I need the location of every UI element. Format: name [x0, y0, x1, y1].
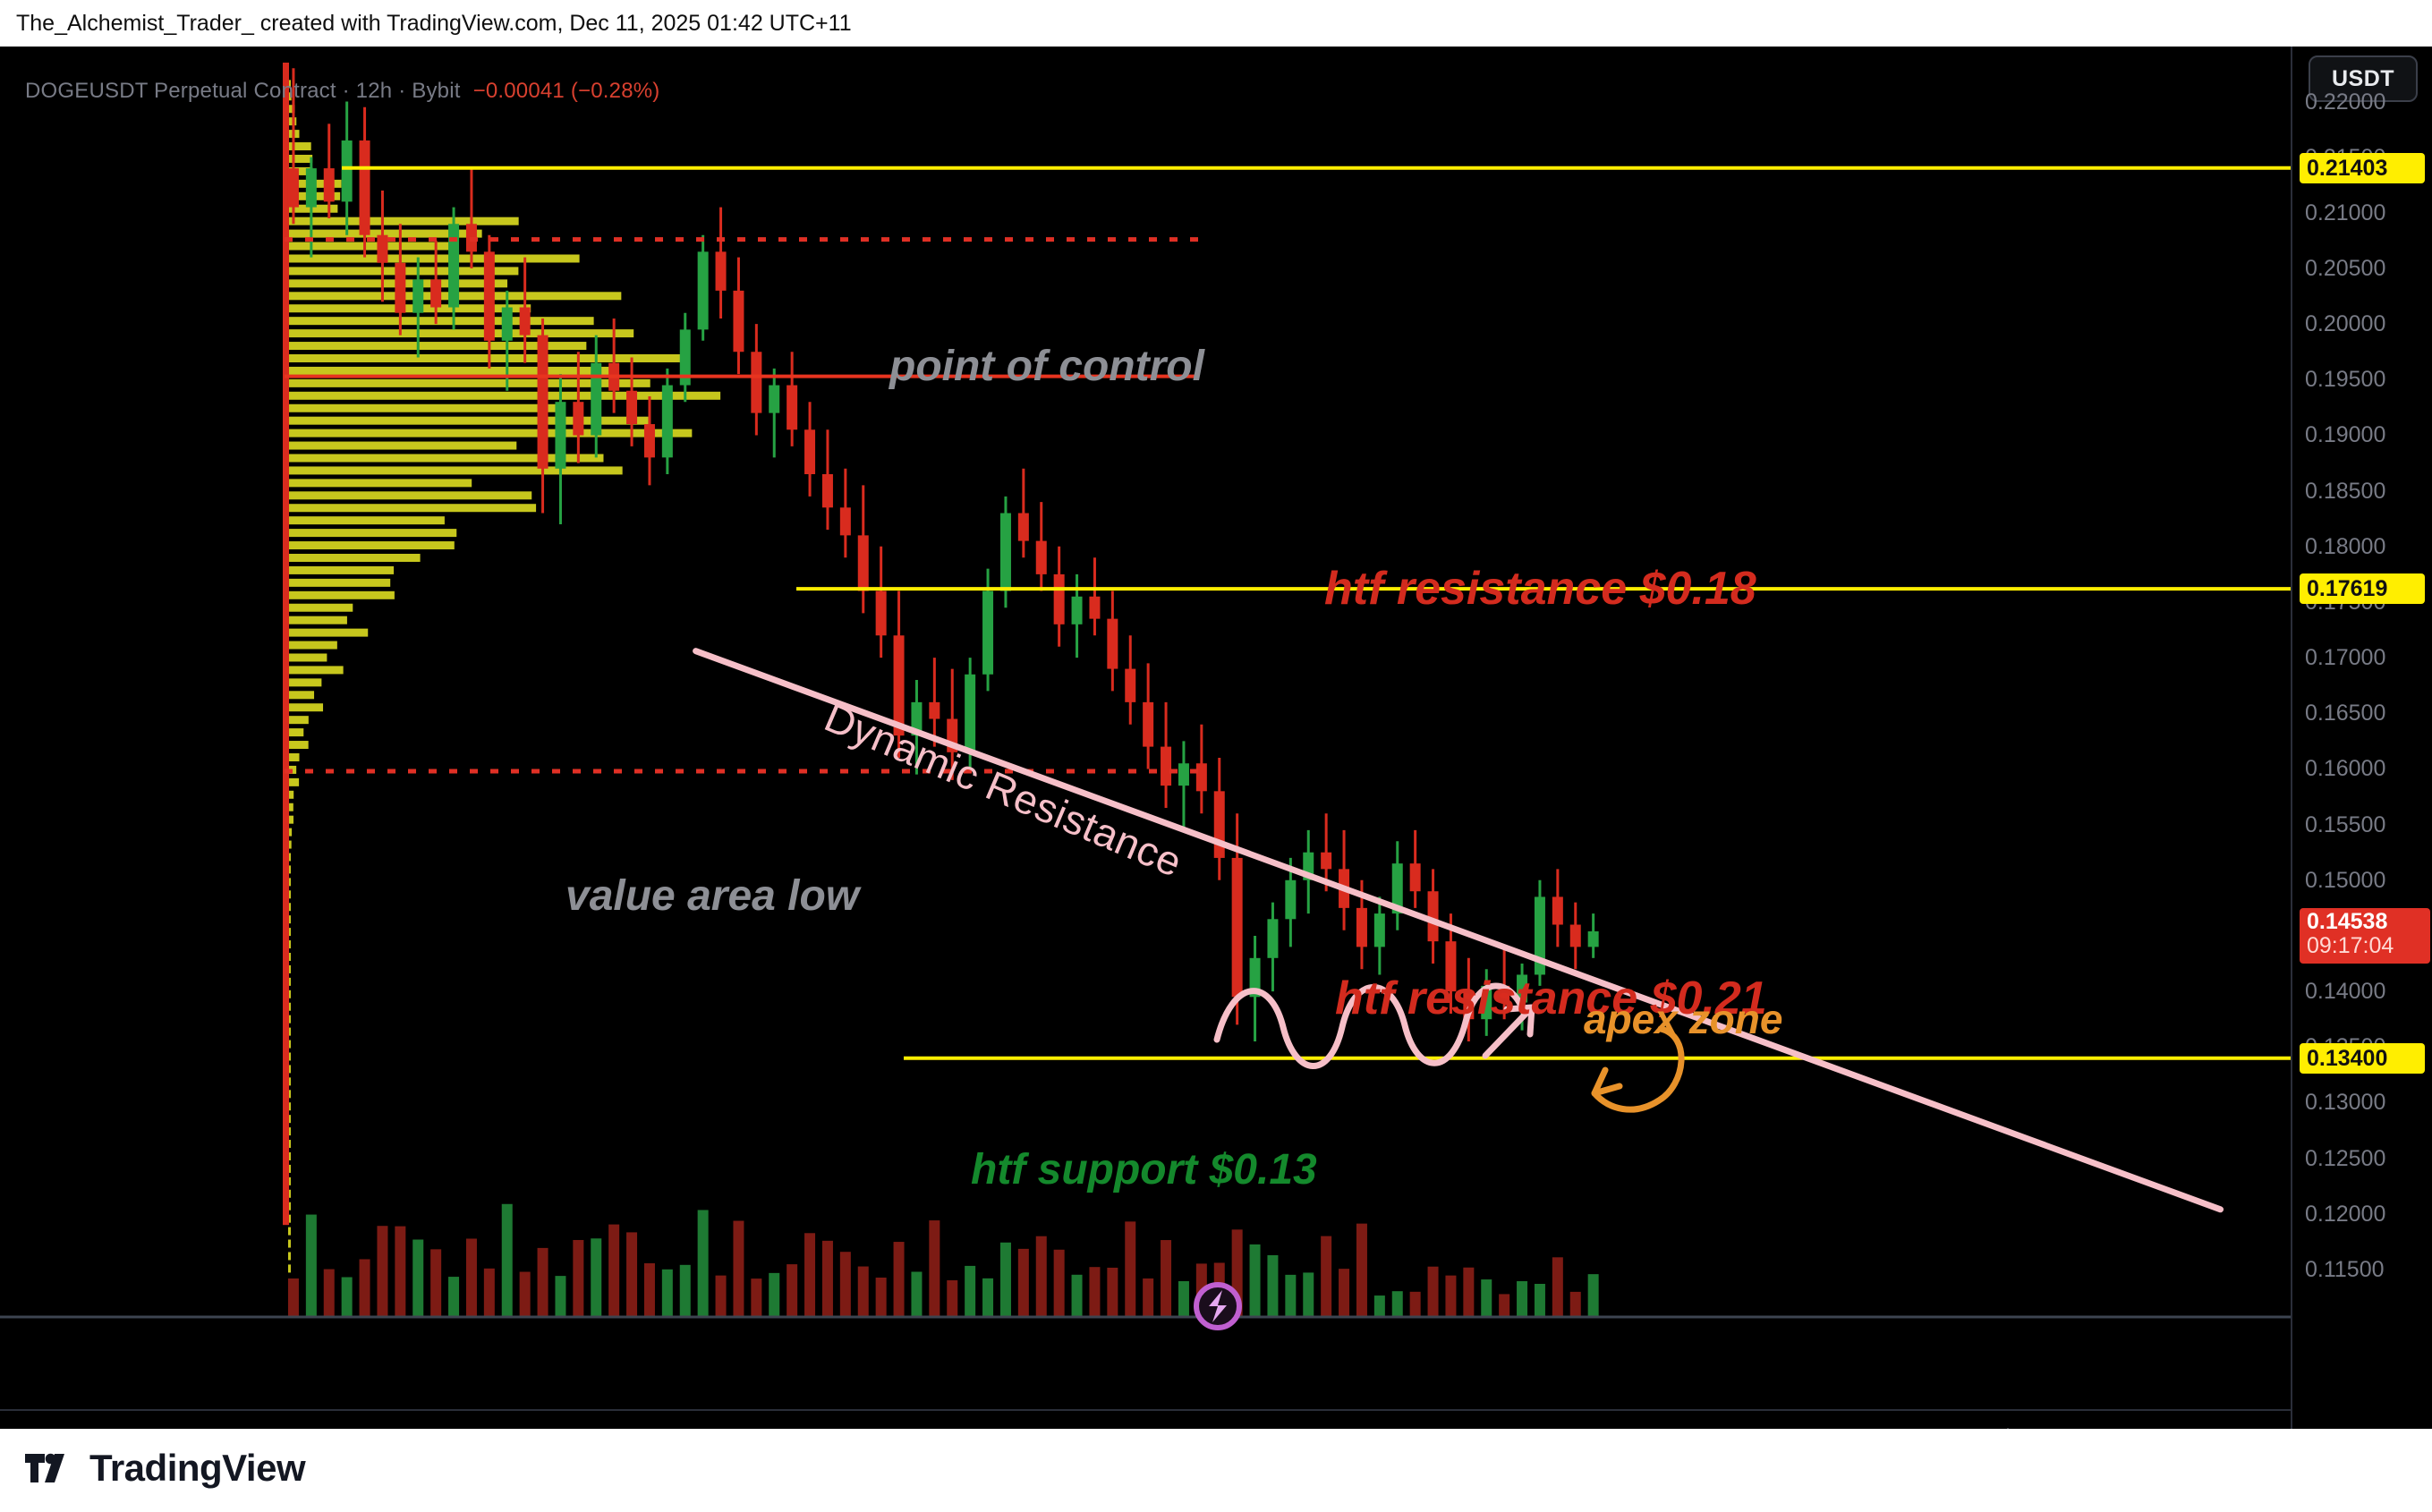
symbol-legend[interactable]: DOGEUSDT Perpetual Contract · 12h · Bybi…: [25, 79, 660, 104]
symbol-legend-text: DOGEUSDT Perpetual Contract · 12h · Bybi…: [25, 79, 461, 103]
price-tick: 0.20500: [2305, 256, 2386, 281]
htf-support-013-badge[interactable]: 0.13400: [2300, 1042, 2425, 1074]
price-tick: 0.18500: [2305, 478, 2386, 504]
chart-area[interactable]: DOGEUSDT Perpetual Contract · 12h · Bybi…: [0, 47, 2432, 1429]
price-tick: 0.12500: [2305, 1145, 2386, 1171]
price-tick: 0.22000: [2305, 89, 2386, 115]
price-tick: 0.19000: [2305, 422, 2386, 448]
price-tick: 0.15000: [2305, 867, 2386, 893]
price-pane[interactable]: DOGEUSDT Perpetual Contract · 12h · Bybi…: [0, 47, 2291, 1411]
last-price-badge[interactable]: 0.14538 09:17:04: [2300, 908, 2430, 964]
pane-right-border: [2291, 47, 2292, 1429]
price-axis[interactable]: USDT 0.220000.215000.210000.205000.20000…: [2292, 47, 2432, 1429]
apex-zone-label: apex zone: [1584, 996, 1783, 1042]
time-axis[interactable]: Oct Nov Dec 2026 Feb: [0, 1413, 2291, 1429]
drawings-group: [693, 648, 2224, 1330]
footer-bar: TradingView: [0, 1429, 2432, 1512]
volume-histogram-group: [0, 1203, 2291, 1319]
currency-chip[interactable]: USDT: [2309, 55, 2418, 102]
price-change-text: −0.00041 (−0.28%): [472, 79, 660, 103]
price-tick: 0.13000: [2305, 1090, 2386, 1116]
price-tick: 0.19500: [2305, 367, 2386, 393]
price-tick: 0.15500: [2305, 811, 2386, 837]
time-tick: Oct: [126, 1425, 159, 1429]
volume-profile-group: [283, 63, 721, 1273]
price-tick: 0.12000: [2305, 1201, 2386, 1227]
time-tick: Feb: [1980, 1425, 2017, 1429]
price-tick: 0.16000: [2305, 756, 2386, 782]
time-tick: Dec: [1048, 1425, 1086, 1429]
time-tick: Nov: [593, 1425, 632, 1429]
chart-canvas: [0, 63, 2291, 1330]
htf-resistance-021-label: htf resistance $0.21: [1335, 973, 1767, 1024]
price-tick: 0.18000: [2305, 533, 2386, 559]
value-area-low-label: value area low: [565, 872, 860, 920]
tradingview-wordmark: TradingView: [89, 1447, 306, 1489]
pane-bottom-border: [0, 1409, 2291, 1411]
attribution-header: The_Alchemist_Trader_ created with Tradi…: [0, 0, 2432, 47]
point-of-control-label: point of control: [889, 343, 1204, 390]
htf-resistance-021-badge[interactable]: 0.21403: [2300, 152, 2425, 183]
candlestick-series: [287, 68, 1599, 1042]
time-tick: 2026: [1506, 1425, 1553, 1429]
price-tick: 0.11500: [2305, 1256, 2385, 1282]
htf-resistance-018-label: htf resistance $0.18: [1324, 563, 1756, 615]
price-tick: 0.17000: [2305, 645, 2386, 671]
bar-countdown: 09:17:04: [2307, 933, 2394, 959]
htf-support-013-label: htf support $0.13: [971, 1146, 1317, 1193]
tradingview-logo: TradingView: [25, 1447, 306, 1490]
htf-resistance-018-badge[interactable]: 0.17619: [2300, 573, 2425, 605]
tradingview-logo-mark: [25, 1453, 64, 1482]
price-tick: 0.16500: [2305, 701, 2386, 726]
price-tick: 0.20000: [2305, 311, 2386, 337]
last-price-value: 0.14538: [2307, 909, 2388, 935]
price-tick: 0.14000: [2305, 979, 2386, 1005]
horizontal-levels-group: [285, 166, 2291, 1060]
price-tick: 0.21000: [2305, 200, 2386, 225]
